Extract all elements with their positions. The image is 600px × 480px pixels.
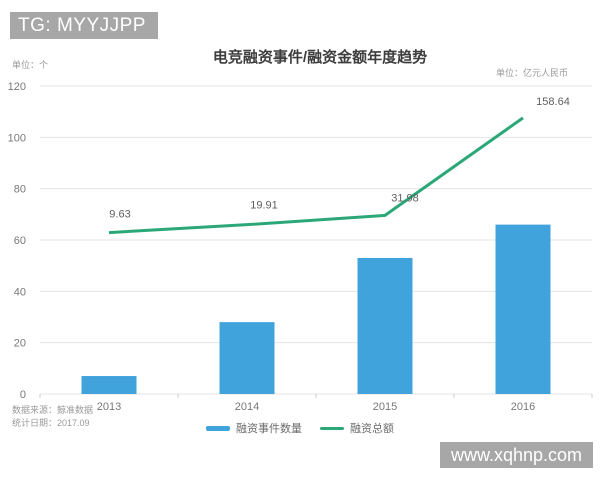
legend-label: 融资事件数量 — [236, 423, 302, 435]
legend-swatch-bar — [206, 425, 230, 431]
y-axis-tick-label: 40 — [14, 286, 26, 298]
legend-label: 融资总额 — [350, 423, 394, 435]
bar-2013 — [81, 376, 137, 394]
watermark-bottom: www.xqhnp.com — [440, 442, 593, 468]
x-axis-label-2016: 2016 — [511, 401, 535, 413]
watermark-top: TG: MYYJJPP — [10, 12, 158, 39]
legend-swatch-line — [320, 426, 344, 430]
y-axis-tick-label: 60 — [14, 235, 26, 247]
y-axis-tick-label: 0 — [20, 389, 26, 401]
point-value-label: 158.64 — [536, 96, 570, 108]
stat-date-note: 统计日期：2017.09 — [12, 418, 90, 428]
point-value-label: 9.63 — [109, 209, 130, 221]
x-axis-label-2014: 2014 — [235, 401, 259, 413]
legend-item: 融资总额 — [320, 420, 394, 436]
point-value-label: 19.91 — [250, 200, 278, 212]
legend-item: 融资事件数量 — [206, 420, 302, 436]
y-axis-tick-label: 20 — [14, 338, 26, 350]
left-axis-unit: 单位：个 — [12, 60, 49, 70]
chart-title: 电竞融资事件/融资金额年度趋势 — [212, 49, 428, 66]
right-axis-unit: 单位：亿元人民币 — [495, 68, 568, 78]
y-axis-tick-label: 120 — [8, 81, 26, 93]
y-axis-tick-label: 100 — [8, 132, 26, 144]
chart-footnotes: 数据来源：鲸准数据 统计日期：2017.09 — [12, 404, 93, 430]
data-source-note: 数据来源：鲸准数据 — [12, 405, 94, 415]
bar-2015 — [357, 257, 413, 394]
y-axis-tick-label: 80 — [14, 184, 26, 196]
point-value-label: 31.98 — [391, 192, 419, 204]
trend-line — [108, 116, 524, 235]
bar-2014 — [219, 322, 275, 394]
bar-2016 — [495, 224, 551, 394]
chart-legend: 融资事件数量 融资总额 — [0, 420, 600, 436]
x-axis-label-2013: 2013 — [97, 401, 121, 413]
x-axis-label-2015: 2015 — [373, 401, 397, 413]
